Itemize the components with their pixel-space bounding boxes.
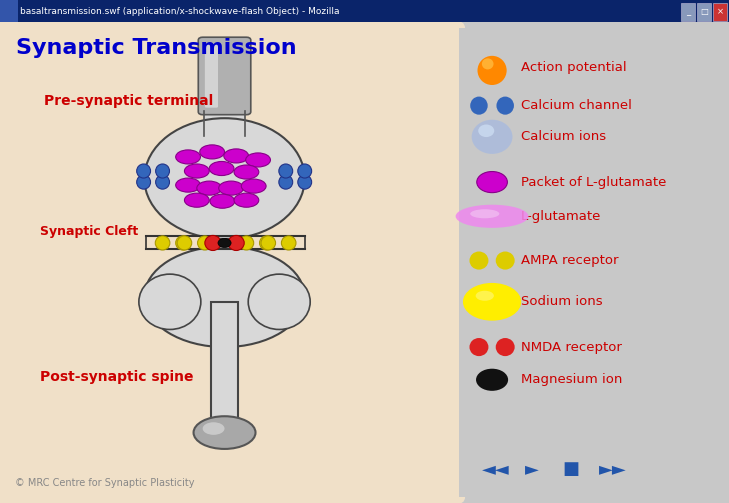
Bar xyxy=(459,28,725,497)
Text: L-glutamate: L-glutamate xyxy=(521,210,601,223)
Text: NMDA receptor: NMDA receptor xyxy=(521,341,622,354)
Ellipse shape xyxy=(176,150,200,164)
Ellipse shape xyxy=(234,193,259,207)
FancyBboxPatch shape xyxy=(198,37,251,115)
Ellipse shape xyxy=(177,236,192,250)
Text: Synaptic Transmission: Synaptic Transmission xyxy=(16,38,297,58)
Ellipse shape xyxy=(184,193,209,207)
Ellipse shape xyxy=(463,283,521,321)
Text: Synaptic Cleft: Synaptic Cleft xyxy=(40,225,139,238)
Bar xyxy=(0,0,18,22)
Ellipse shape xyxy=(278,175,293,189)
Ellipse shape xyxy=(210,194,235,208)
Ellipse shape xyxy=(198,236,212,250)
Text: ■: ■ xyxy=(562,460,580,478)
Text: Pre-synaptic terminal: Pre-synaptic terminal xyxy=(44,94,213,108)
Ellipse shape xyxy=(224,149,249,163)
Ellipse shape xyxy=(176,236,190,250)
Text: Post-synaptic spine: Post-synaptic spine xyxy=(40,370,194,384)
Ellipse shape xyxy=(205,235,221,250)
Text: AMPA receptor: AMPA receptor xyxy=(521,254,619,267)
Ellipse shape xyxy=(144,118,305,239)
Ellipse shape xyxy=(176,178,200,192)
Text: Calcium channel: Calcium channel xyxy=(521,99,632,112)
Ellipse shape xyxy=(194,416,255,449)
Text: Action potential: Action potential xyxy=(521,61,627,74)
Ellipse shape xyxy=(278,164,293,178)
Ellipse shape xyxy=(200,145,225,159)
Ellipse shape xyxy=(156,164,169,178)
Ellipse shape xyxy=(475,291,494,301)
Ellipse shape xyxy=(248,274,311,329)
FancyBboxPatch shape xyxy=(0,21,465,503)
Ellipse shape xyxy=(496,97,514,115)
Text: ►►: ►► xyxy=(599,460,626,478)
Ellipse shape xyxy=(298,175,312,189)
Ellipse shape xyxy=(137,164,150,178)
FancyBboxPatch shape xyxy=(204,107,245,136)
Ellipse shape xyxy=(482,58,494,69)
Ellipse shape xyxy=(261,236,276,250)
Ellipse shape xyxy=(234,165,259,179)
Text: Packet of L-glutamate: Packet of L-glutamate xyxy=(521,176,666,189)
Text: Sodium ions: Sodium ions xyxy=(521,295,603,308)
Text: Calcium ions: Calcium ions xyxy=(521,130,607,143)
Ellipse shape xyxy=(260,236,274,250)
Ellipse shape xyxy=(156,175,169,189)
Ellipse shape xyxy=(477,56,507,85)
Ellipse shape xyxy=(137,175,150,189)
Ellipse shape xyxy=(241,179,266,193)
Circle shape xyxy=(476,369,508,391)
Ellipse shape xyxy=(496,338,515,356)
Ellipse shape xyxy=(456,205,529,228)
Text: ◄◄: ◄◄ xyxy=(482,460,510,478)
Ellipse shape xyxy=(197,181,222,195)
Ellipse shape xyxy=(298,164,312,178)
Bar xyxy=(697,3,711,21)
Ellipse shape xyxy=(184,164,209,178)
Bar xyxy=(713,3,727,21)
Ellipse shape xyxy=(219,181,243,195)
Ellipse shape xyxy=(477,172,507,193)
Ellipse shape xyxy=(470,97,488,115)
Ellipse shape xyxy=(281,236,296,250)
Ellipse shape xyxy=(469,252,488,270)
Ellipse shape xyxy=(478,125,494,137)
Bar xyxy=(0,0,729,22)
Ellipse shape xyxy=(203,423,225,435)
Ellipse shape xyxy=(496,252,515,270)
Text: © MRC Centre for Synaptic Plasticity: © MRC Centre for Synaptic Plasticity xyxy=(15,478,194,488)
Text: _: _ xyxy=(686,7,690,16)
Ellipse shape xyxy=(469,338,488,356)
FancyBboxPatch shape xyxy=(205,44,218,108)
Circle shape xyxy=(218,238,231,247)
Ellipse shape xyxy=(144,246,305,347)
Bar xyxy=(681,3,695,21)
Text: □: □ xyxy=(700,7,708,16)
FancyBboxPatch shape xyxy=(211,302,238,423)
Ellipse shape xyxy=(470,209,499,218)
Ellipse shape xyxy=(155,236,170,250)
Text: basaltransmission.swf (application/x-shockwave-flash Object) - Mozilla: basaltransmission.swf (application/x-sho… xyxy=(20,7,339,16)
Ellipse shape xyxy=(139,274,201,329)
Ellipse shape xyxy=(239,236,254,250)
Text: ►: ► xyxy=(525,460,539,478)
Text: ×: × xyxy=(717,7,723,16)
Ellipse shape xyxy=(209,161,234,176)
Ellipse shape xyxy=(246,153,270,167)
Ellipse shape xyxy=(472,120,512,154)
Ellipse shape xyxy=(228,235,244,250)
Text: Magnesium ion: Magnesium ion xyxy=(521,373,623,386)
